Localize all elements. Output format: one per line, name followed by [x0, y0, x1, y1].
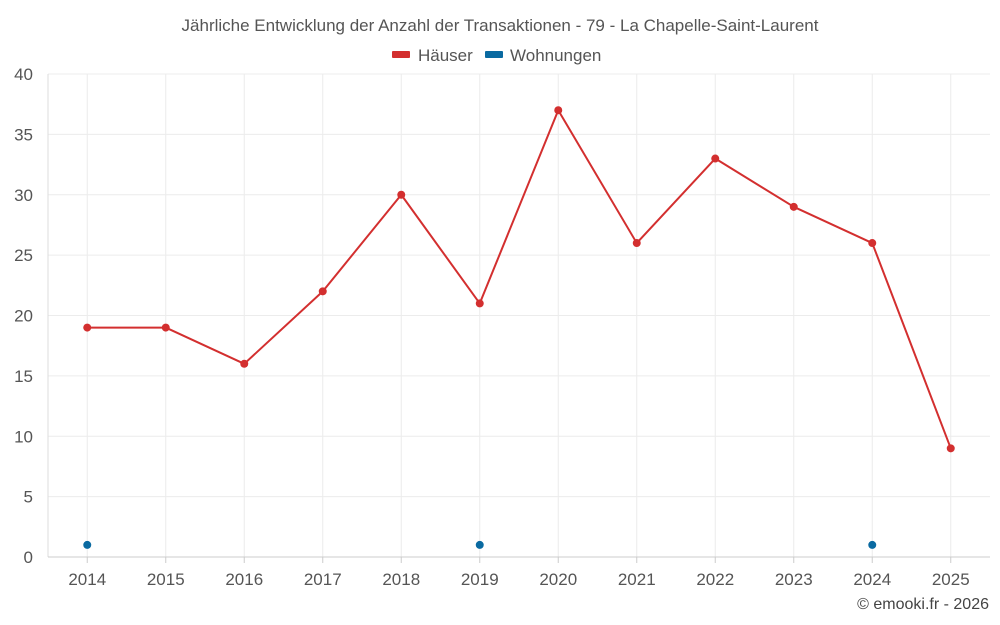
y-tick-label: 0 — [24, 548, 33, 567]
x-tick-label: 2022 — [696, 570, 734, 589]
data-point-haeuser[interactable] — [868, 239, 877, 248]
legend: Häuser Wohnungen — [392, 46, 601, 65]
data-point-haeuser[interactable] — [554, 106, 563, 115]
legend-swatch-haeuser — [392, 51, 410, 58]
data-point-haeuser[interactable] — [632, 239, 641, 248]
data-point-haeuser[interactable] — [789, 202, 798, 211]
x-tick-label: 2015 — [147, 570, 185, 589]
data-point-haeuser[interactable] — [711, 154, 720, 163]
y-tick-label: 5 — [24, 488, 33, 507]
x-tick-label: 2025 — [932, 570, 970, 589]
y-tick-label: 15 — [14, 367, 33, 386]
chart-title: Jährliche Entwicklung der Anzahl der Tra… — [182, 16, 819, 35]
y-tick-label: 40 — [14, 65, 33, 84]
data-point-haeuser[interactable] — [318, 287, 327, 296]
y-tick-label: 35 — [14, 125, 33, 144]
x-tick-label: 2023 — [775, 570, 813, 589]
x-tick-label: 2018 — [382, 570, 420, 589]
x-tick-label: 2019 — [461, 570, 499, 589]
series-line-haeuser — [87, 109, 952, 449]
x-tick-label: 2016 — [225, 570, 263, 589]
x-tick-label: 2024 — [853, 570, 891, 589]
y-tick-label: 30 — [14, 186, 33, 205]
x-tick-label: 2017 — [304, 570, 342, 589]
data-point-haeuser[interactable] — [240, 359, 249, 368]
data-point-haeuser[interactable] — [397, 190, 406, 199]
y-tick-label: 10 — [14, 427, 33, 446]
data-point-haeuser[interactable] — [161, 323, 170, 332]
data-point-wohnungen[interactable] — [83, 540, 92, 549]
data-point-haeuser[interactable] — [475, 299, 484, 308]
legend-swatch-wohnungen — [485, 51, 503, 58]
x-tick-label: 2014 — [68, 570, 106, 589]
legend-label-haeuser[interactable]: Häuser — [418, 46, 473, 65]
credit-text: © emooki.fr - 2026 — [857, 596, 989, 613]
x-tick-label: 2020 — [539, 570, 577, 589]
series — [83, 106, 955, 549]
data-point-wohnungen[interactable] — [868, 540, 877, 549]
data-point-wohnungen[interactable] — [475, 540, 484, 549]
legend-label-wohnungen[interactable]: Wohnungen — [510, 46, 601, 65]
y-tick-label: 25 — [14, 246, 33, 265]
x-tick-label: 2021 — [618, 570, 656, 589]
data-point-haeuser[interactable] — [83, 323, 92, 332]
grid — [48, 73, 990, 557]
y-tick-label: 20 — [14, 307, 33, 326]
data-point-haeuser[interactable] — [946, 444, 955, 453]
